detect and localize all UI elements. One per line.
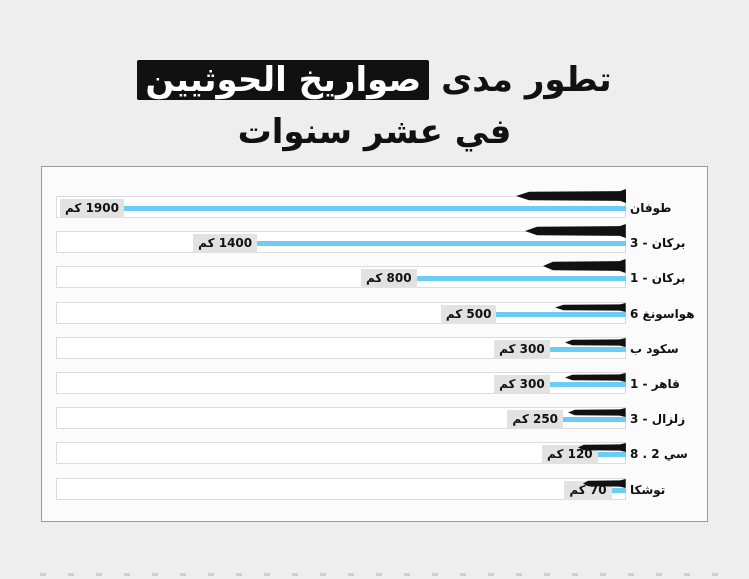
bar [492, 311, 626, 317]
bar-row-background [56, 477, 626, 500]
category-label: قاهر - 1 [630, 377, 680, 391]
bar [594, 452, 626, 458]
bar [546, 346, 626, 352]
bar [607, 487, 626, 493]
category-label: توشكا [630, 482, 666, 497]
chart-title: تطور مدى صواريخ الحوثيين في عشر سنوات [0, 0, 749, 170]
data-label: 500 كم [440, 304, 497, 324]
decorative-dots [40, 573, 720, 576]
title-line-2: في عشر سنوات [237, 112, 512, 152]
data-label: 800 كم [360, 269, 417, 289]
bar [412, 276, 626, 282]
category-label: سكود ب [630, 341, 679, 356]
data-label: 1900 كم [60, 199, 124, 218]
missile-icon [578, 437, 626, 456]
data-label: 250 كم [507, 410, 564, 430]
missile-icon [516, 188, 626, 207]
bar [559, 417, 626, 423]
missile-icon [555, 297, 626, 316]
bar-row-background [56, 442, 626, 465]
category-label: بركان - 3 [630, 236, 686, 251]
title-prefix: تطور مدى [441, 60, 612, 100]
bar [120, 206, 626, 211]
category-label: زلزال - 3 [630, 412, 686, 427]
category-label: هواسونغ 6 [630, 306, 695, 321]
title-highlight: صواريخ الحوثيين [137, 60, 430, 100]
missile-icon [565, 332, 626, 351]
missile-icon [525, 223, 626, 242]
title-line-1: تطور مدى صواريخ الحوثيين [0, 60, 749, 100]
missile-icon [565, 367, 626, 386]
data-label: 300 كم [494, 375, 550, 394]
bar [253, 241, 626, 247]
missile-icon [583, 473, 626, 492]
missile-icon [543, 258, 626, 277]
data-label: 1400 كم [193, 234, 258, 254]
category-label: سي 2 . 8 [630, 447, 688, 462]
category-label: طوفان [630, 201, 672, 215]
data-label: 300 كم [494, 339, 550, 359]
bar [546, 382, 626, 387]
category-label: بركان - 1 [630, 271, 686, 286]
missile-icon [568, 402, 626, 421]
